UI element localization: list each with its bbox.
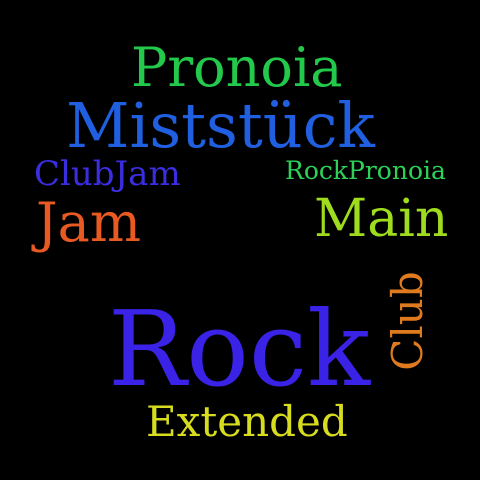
word-main: Main: [314, 189, 449, 249]
word-club: Club: [382, 271, 432, 371]
word-pronoia: Pronoia: [131, 36, 343, 99]
word-clubjam: ClubJam: [34, 154, 181, 194]
word-jam: Jam: [36, 191, 142, 254]
word-rock: Rock: [108, 288, 371, 410]
word-rockpronoia: RockPronoia: [285, 156, 446, 185]
word-extended: Extended: [146, 397, 348, 446]
word-miststuck: Miststück: [66, 89, 376, 162]
